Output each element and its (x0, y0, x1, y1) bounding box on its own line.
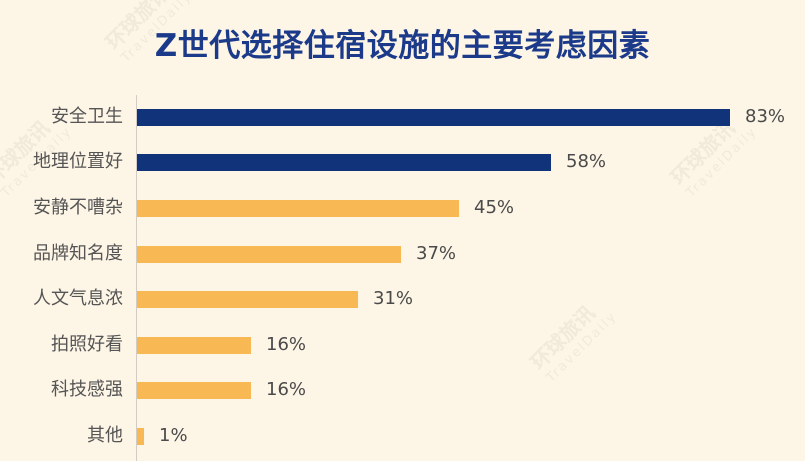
bar-row: 安全卫生 83% (0, 105, 805, 129)
value-label: 45% (474, 197, 515, 218)
bar (137, 154, 551, 171)
category-label: 拍照好看 (51, 334, 123, 355)
bar (137, 109, 730, 126)
bar-row: 品牌知名度 37% (0, 242, 805, 266)
bar-row: 拍照好看 16% (0, 333, 805, 357)
bar (137, 337, 251, 354)
bar (137, 291, 358, 308)
category-label: 科技感强 (51, 379, 123, 400)
bar-row: 地理位置好 58% (0, 150, 805, 174)
value-label: 31% (373, 288, 414, 309)
chart-title: Z世代选择住宿设施的主要考虑因素 (154, 28, 651, 64)
category-label: 其他 (87, 425, 123, 446)
bar (137, 428, 144, 445)
bar-row: 人文气息浓 31% (0, 287, 805, 311)
bar (137, 200, 459, 217)
value-label: 58% (566, 151, 607, 172)
category-label: 地理位置好 (33, 151, 123, 172)
category-label: 品牌知名度 (33, 243, 123, 264)
bar-row: 安静不嘈杂 45% (0, 196, 805, 220)
category-label: 安静不嘈杂 (33, 197, 123, 218)
bar (137, 246, 401, 263)
y-axis-line (136, 95, 137, 461)
bar-row: 科技感强 16% (0, 378, 805, 402)
category-label: 安全卫生 (51, 106, 123, 127)
bar (137, 382, 251, 399)
value-label: 16% (266, 379, 307, 400)
value-label: 37% (416, 243, 457, 264)
value-label: 16% (266, 334, 307, 355)
category-label: 人文气息浓 (33, 288, 123, 309)
value-label: 1% (159, 425, 188, 446)
value-label: 83% (745, 106, 786, 127)
bar-row: 其他 1% (0, 424, 805, 448)
